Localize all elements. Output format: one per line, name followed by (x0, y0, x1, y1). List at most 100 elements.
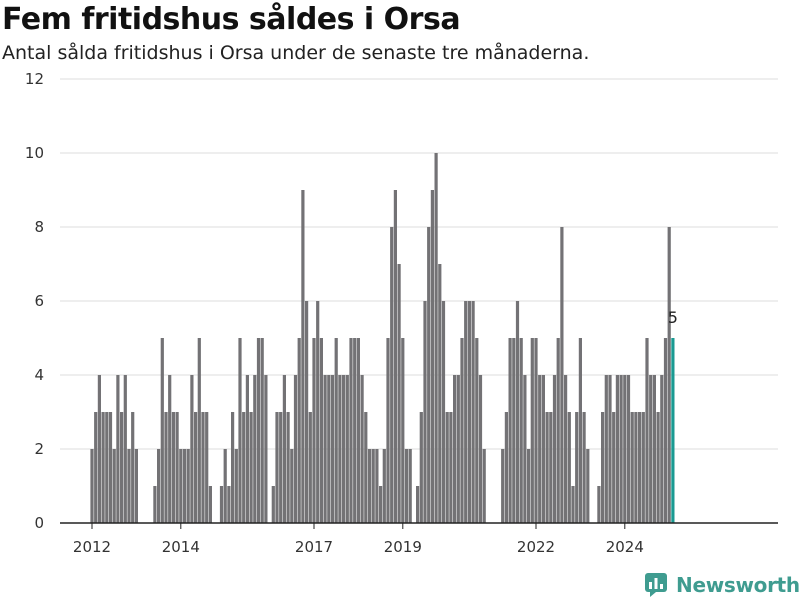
bar (186, 449, 190, 523)
x-tick-label: 2019 (384, 538, 422, 556)
bar (604, 375, 608, 523)
bar (323, 375, 327, 523)
bar (538, 375, 542, 523)
bar (345, 375, 349, 523)
bar (256, 338, 261, 523)
bar (471, 301, 475, 523)
bar (90, 449, 94, 523)
bar (312, 338, 316, 523)
bar (467, 301, 471, 523)
bar (530, 338, 534, 523)
bar (508, 338, 512, 523)
bar (564, 375, 568, 523)
bar (316, 301, 320, 523)
bar (404, 449, 409, 523)
y-tick-label: 4 (34, 366, 44, 384)
bar (338, 375, 342, 523)
bar (164, 412, 168, 523)
bar (397, 264, 401, 523)
bar (105, 412, 109, 523)
bar (501, 449, 505, 523)
bar (601, 412, 605, 523)
bar (541, 375, 545, 523)
bar (519, 338, 523, 523)
bar (134, 449, 138, 523)
bar (375, 449, 379, 523)
bar (549, 412, 553, 523)
y-tick-label: 8 (34, 218, 44, 236)
bar (290, 449, 294, 523)
bar (131, 412, 135, 523)
bar (367, 449, 372, 523)
bar (419, 412, 423, 523)
bar (438, 264, 442, 523)
bar (652, 375, 656, 523)
bar (279, 412, 283, 523)
bar (179, 449, 183, 523)
bar (245, 375, 249, 523)
bar (108, 412, 113, 523)
chart-title: Fem fritidshus såldes i Orsa (2, 2, 461, 37)
bar (282, 375, 286, 523)
bar (416, 486, 420, 523)
bar (445, 412, 449, 523)
bar (423, 301, 427, 523)
bar (264, 375, 268, 523)
bar (197, 338, 201, 523)
bar (112, 449, 116, 523)
bar (293, 375, 298, 523)
bar (630, 412, 634, 523)
bar (208, 486, 212, 523)
bar (153, 486, 157, 523)
bar (94, 412, 98, 523)
bar (271, 486, 275, 523)
bar (249, 412, 253, 523)
brand-name: Newsworthy (676, 573, 800, 597)
bar (552, 375, 557, 523)
last-value-label: 5 (668, 308, 678, 327)
bars (90, 153, 675, 523)
x-tick-label: 2017 (295, 538, 333, 556)
bar (242, 412, 246, 523)
bar (123, 375, 127, 523)
y-tick-label: 2 (34, 440, 44, 458)
bar (456, 375, 460, 523)
bar (349, 338, 353, 523)
bar (512, 338, 516, 523)
bar (523, 375, 527, 523)
bar (327, 375, 331, 523)
bar (297, 338, 301, 523)
bar (638, 412, 642, 523)
bar (205, 412, 209, 523)
bar (382, 449, 386, 523)
bar (168, 375, 172, 523)
bar (434, 153, 438, 523)
bar (482, 449, 486, 523)
bar (667, 227, 671, 523)
bar (275, 412, 279, 523)
bar (360, 375, 364, 523)
bar (342, 375, 346, 523)
y-tick-label: 10 (25, 144, 44, 162)
bar (227, 486, 231, 523)
bar (582, 412, 586, 523)
bar (556, 338, 560, 523)
bar (460, 338, 464, 523)
bar (101, 412, 105, 523)
bar (608, 375, 612, 523)
bar (656, 412, 660, 523)
bar (612, 412, 616, 523)
bar (515, 301, 520, 523)
bar (319, 338, 323, 523)
newsworthy-logo: Newsworthy (644, 570, 800, 600)
bar (660, 375, 664, 523)
chart-subtitle: Antal sålda fritidshus i Orsa under de s… (2, 42, 590, 64)
bar (586, 449, 590, 523)
bar (645, 338, 649, 523)
bar (390, 227, 394, 523)
bar (408, 449, 412, 523)
bar (597, 486, 601, 523)
y-tick-label: 12 (25, 70, 44, 88)
bar (260, 338, 264, 523)
